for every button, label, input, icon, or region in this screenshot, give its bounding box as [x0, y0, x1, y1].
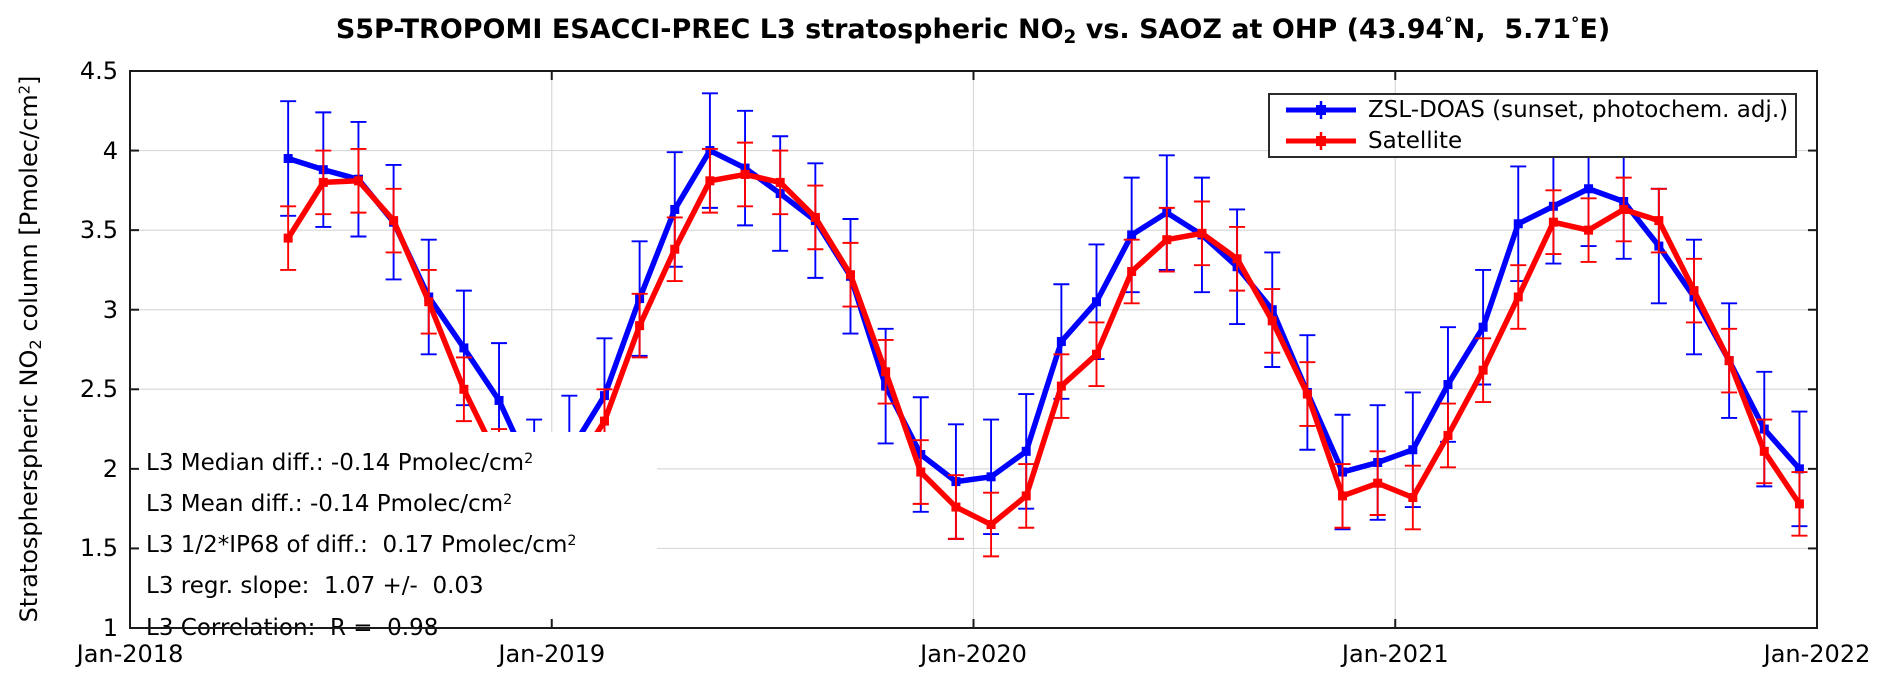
x-tick-label: Jan-2019	[498, 640, 606, 668]
y-tick-label: 3.5	[79, 216, 118, 245]
red-errorbar-line-icon	[1286, 131, 1356, 150]
legend-entry-zsl-doas: ZSL-DOAS (sunset, photochem. adj.)	[1270, 95, 1795, 126]
stats-box: L3 Median diff.: -0.14 Pmolec/cm2 L3 Mea…	[132, 432, 657, 641]
legend: ZSL-DOAS (sunset, photochem. adj.) Satel…	[1268, 93, 1797, 158]
y-tick-label: 1.5	[79, 534, 118, 563]
stats-line-mean-diff: L3 Mean diff.: -0.14 Pmolec/cm2	[146, 491, 513, 518]
y-tick-label: 4	[102, 136, 118, 165]
y-tick-label: 2	[102, 454, 118, 483]
chart-title: S5P-TROPOMI ESACCI-PREC L3 stratospheric…	[335, 13, 1611, 48]
stats-line-ip68: L3 1/2*IP68 of diff.: 0.17 Pmolec/cm2	[146, 532, 577, 559]
y-tick-label: 2.5	[79, 375, 118, 404]
degree-symbol: °	[1444, 13, 1453, 33]
degree-symbol: °	[1571, 13, 1580, 33]
y-tick-label: 1	[102, 614, 118, 642]
legend-label: ZSL-DOAS (sunset, photochem. adj.)	[1368, 97, 1789, 124]
legend-entry-satellite: Satellite	[1270, 126, 1795, 157]
blue-errorbar-line-icon	[1286, 101, 1356, 120]
legend-label: Satellite	[1368, 127, 1463, 154]
x-tick-label: Jan-2021	[1341, 640, 1449, 668]
y-tick-label: 4.5	[79, 57, 118, 85]
y-tick-label: 3	[102, 295, 118, 324]
x-tick-label: Jan-2018	[76, 640, 184, 668]
stats-line-regr-slope: L3 regr. slope: 1.07 +/- 0.03	[146, 573, 484, 600]
x-tick-label: Jan-2020	[920, 640, 1027, 668]
x-tick-label: Jan-2022	[1763, 640, 1871, 668]
stats-line-median-diff: L3 Median diff.: -0.14 Pmolec/cm2	[146, 450, 534, 477]
